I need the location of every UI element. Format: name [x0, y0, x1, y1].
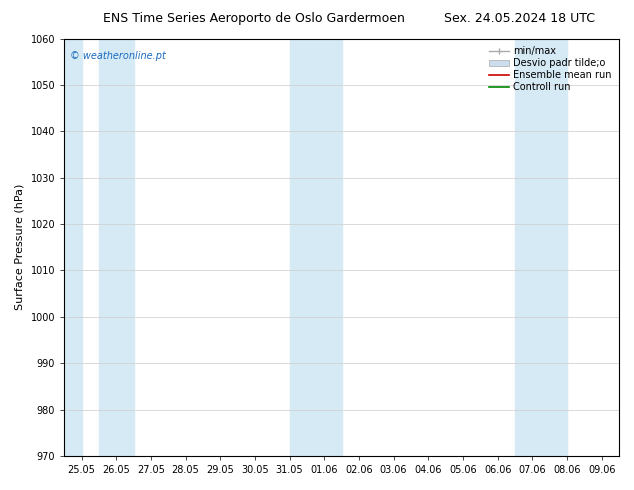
Bar [99, 39, 134, 456]
Bar [290, 39, 307, 456]
Bar [515, 39, 567, 456]
Bar [307, 39, 342, 456]
Bar [64, 39, 82, 456]
Text: ENS Time Series Aeroporto de Oslo Gardermoen: ENS Time Series Aeroporto de Oslo Garder… [103, 12, 404, 25]
Text: © weatheronline.pt: © weatheronline.pt [70, 51, 165, 61]
Text: Sex. 24.05.2024 18 UTC: Sex. 24.05.2024 18 UTC [444, 12, 595, 25]
Y-axis label: Surface Pressure (hPa): Surface Pressure (hPa) [15, 184, 25, 311]
Legend: min/max, Desvio padr tilde;o, Ensemble mean run, Controll run: min/max, Desvio padr tilde;o, Ensemble m… [486, 44, 614, 95]
